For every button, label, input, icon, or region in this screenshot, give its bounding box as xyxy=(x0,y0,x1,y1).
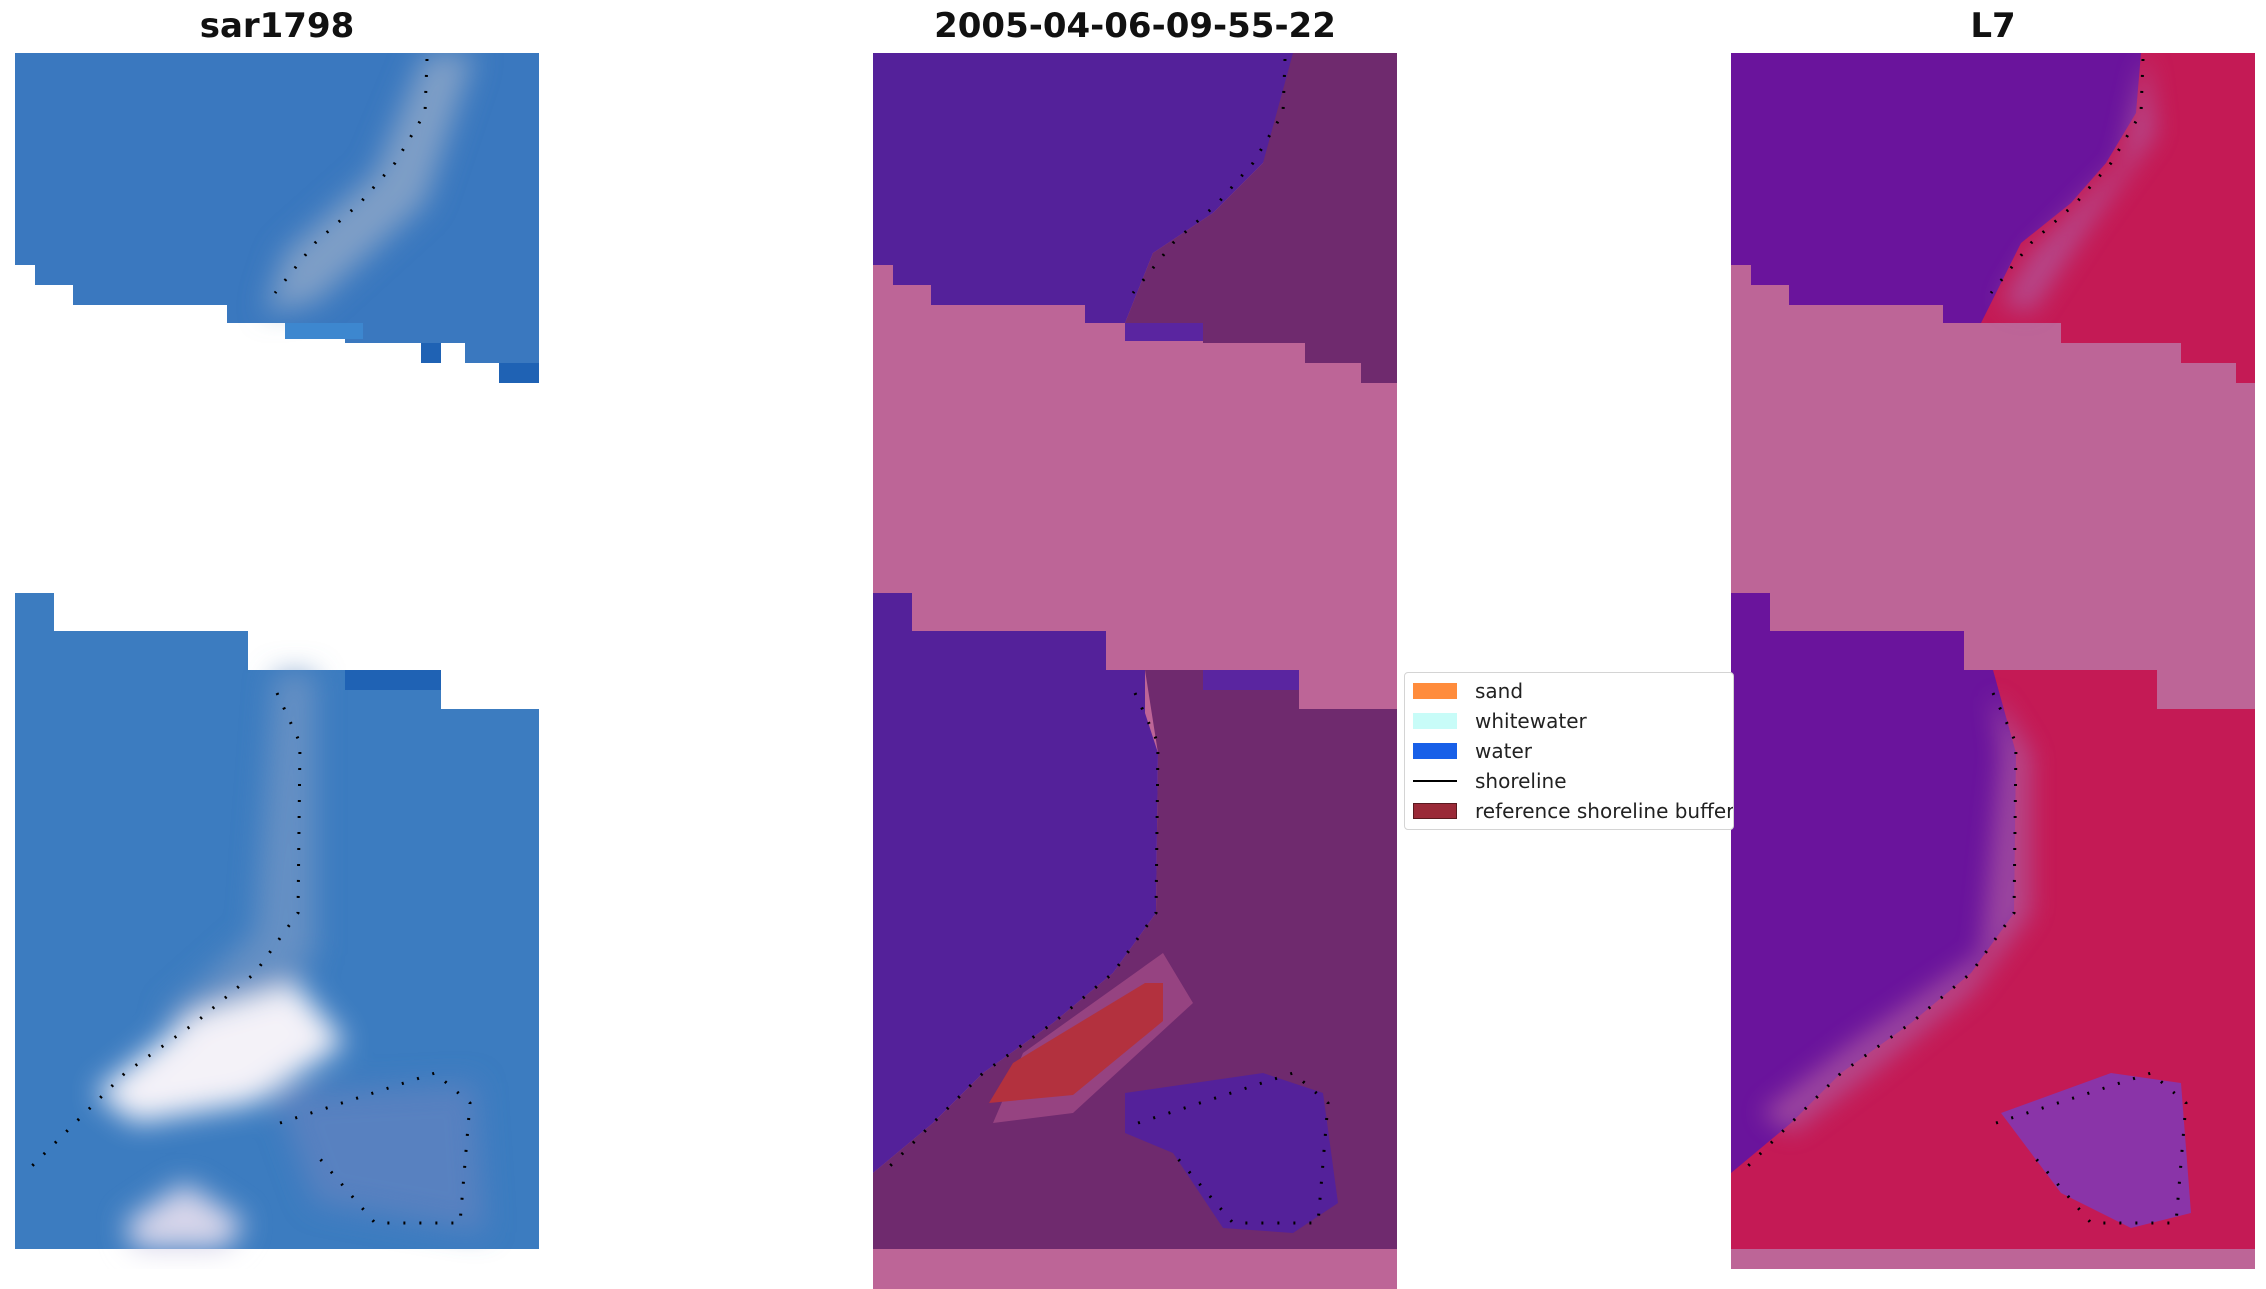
rgb-image-panel xyxy=(15,53,539,1269)
mndwi-water-top xyxy=(1731,53,2141,323)
legend-item-water: water xyxy=(1413,739,1532,763)
legend-label-sand: sand xyxy=(1475,679,1524,703)
class-water-bottom xyxy=(873,593,1158,1173)
legend-item-sand: sand xyxy=(1413,679,1523,703)
class-shoreline-bottom xyxy=(881,692,1160,1175)
classified-image-panel xyxy=(873,53,1397,1289)
class-water-top xyxy=(873,53,1293,323)
legend-swatch-sand xyxy=(1413,683,1457,699)
rgb-image xyxy=(15,53,539,1249)
panel-title-mndwi: L7 xyxy=(1970,6,2016,46)
mndwi-loop xyxy=(2001,1073,2191,1228)
legend-label-water: water xyxy=(1475,739,1532,763)
legend-swatch-water xyxy=(1413,743,1457,759)
legend-swatch-shoreline xyxy=(1413,780,1457,782)
classified-image xyxy=(873,53,1397,1289)
legend-label-shoreline: shoreline xyxy=(1475,769,1567,793)
panel-title-classified: 2005-04-06-09-55-22 xyxy=(934,6,1336,46)
legend-label-whitewater: whitewater xyxy=(1475,709,1587,733)
rgb-top-region xyxy=(15,53,539,383)
mndwi-shoreline-bottom xyxy=(1739,692,2018,1175)
panel-title-rgb: sar1798 xyxy=(199,6,355,46)
legend-swatch-whitewater xyxy=(1413,713,1457,729)
mndwi-image-panel xyxy=(1731,53,2255,1269)
class-land-top xyxy=(1125,53,1397,383)
mndwi-water-bottom xyxy=(1731,593,2016,1173)
legend-swatch-buffer xyxy=(1413,803,1457,819)
class-water-loop xyxy=(1125,1073,1338,1233)
rgb-shoreline-bottom xyxy=(23,692,302,1175)
legend-item-buffer: reference shoreline buffer xyxy=(1413,799,1734,823)
class-buffer xyxy=(989,983,1163,1103)
legend-item-whitewater: whitewater xyxy=(1413,709,1587,733)
legend: sand whitewater water shoreline referenc… xyxy=(1404,672,1734,830)
legend-label-buffer: reference shoreline buffer xyxy=(1475,799,1734,823)
mndwi-image xyxy=(1731,53,2255,1269)
legend-item-shoreline: shoreline xyxy=(1413,769,1567,793)
